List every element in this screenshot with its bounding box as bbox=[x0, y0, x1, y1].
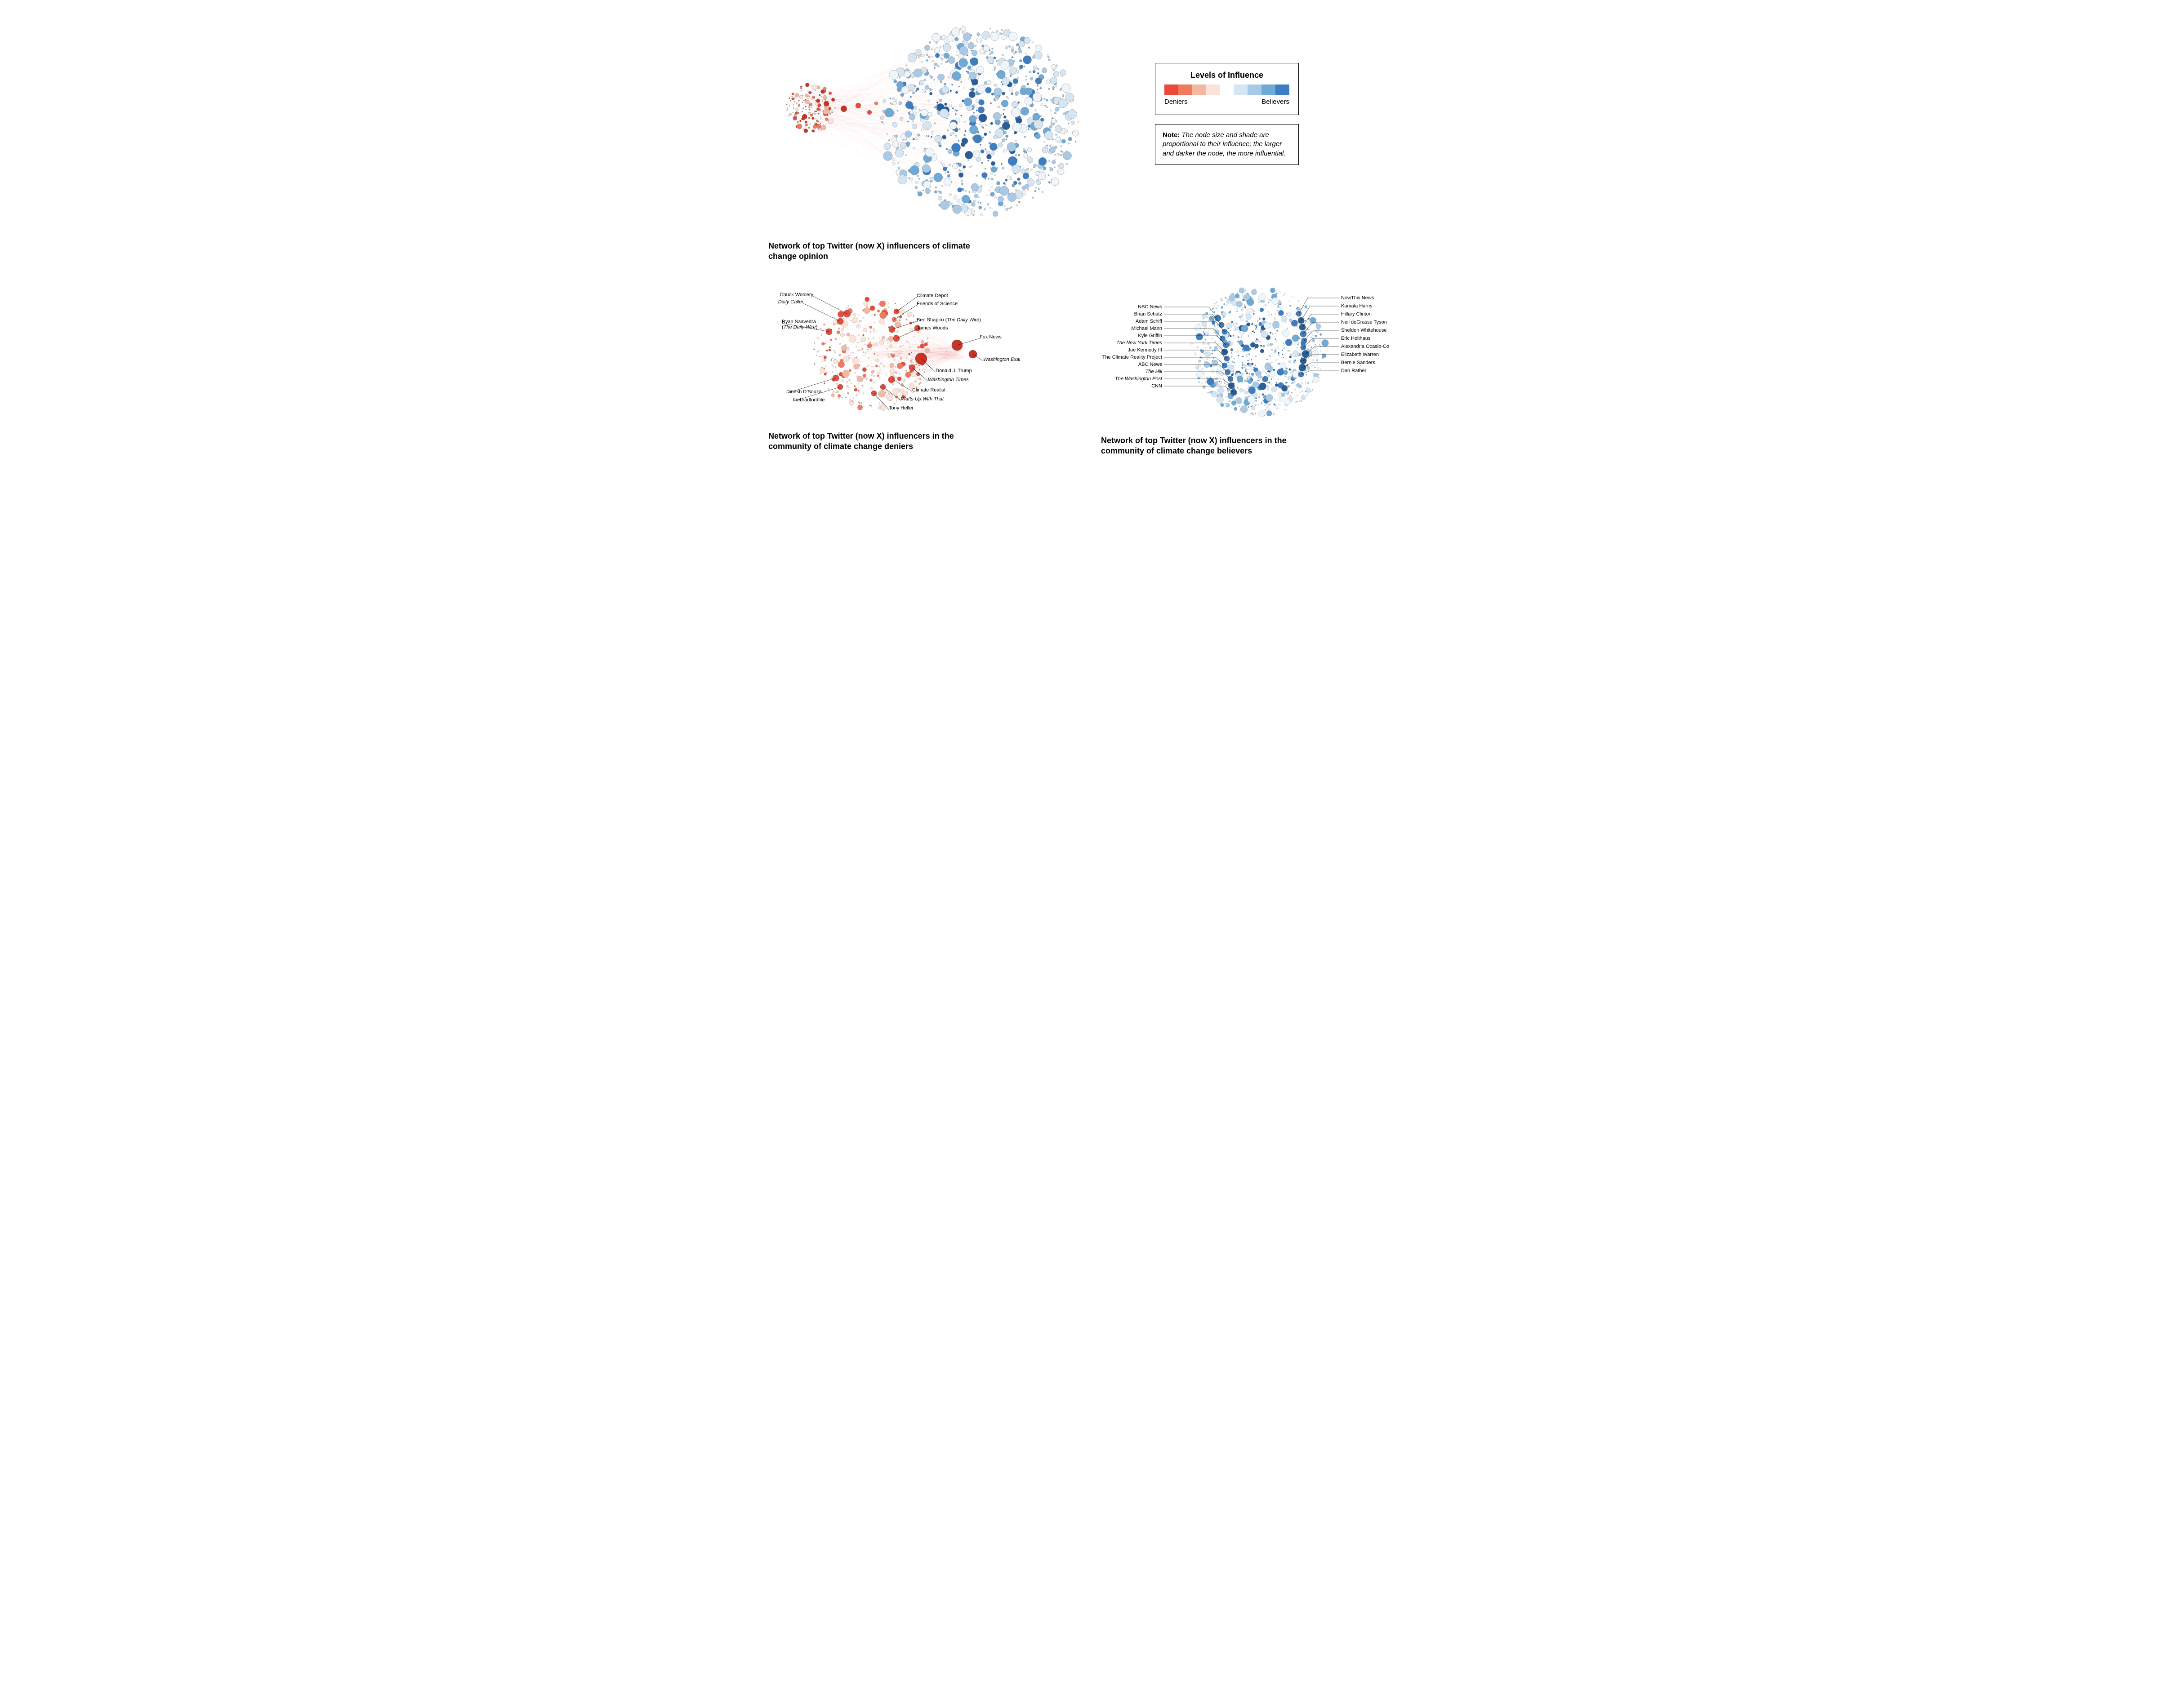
svg-text:Fox News: Fox News bbox=[980, 334, 1002, 340]
svg-text:Daily Caller: Daily Caller bbox=[778, 299, 804, 305]
svg-text:Elizabeth Warren: Elizabeth Warren bbox=[1341, 352, 1379, 357]
svg-text:Ryan Saavedra: Ryan Saavedra bbox=[782, 319, 816, 324]
svg-text:Alexandria Ocasio-Cortez: Alexandria Ocasio-Cortez bbox=[1341, 344, 1389, 349]
note-text: The node size and shade are proportional… bbox=[1163, 131, 1286, 157]
main-caption: Network of top Twitter (now X) influence… bbox=[768, 241, 993, 262]
svg-text:The Climate Reality Project: The Climate Reality Project bbox=[1102, 355, 1162, 360]
svg-text:Washington Times: Washington Times bbox=[928, 377, 969, 382]
main-network-panel: Network of top Twitter (now X) influence… bbox=[768, 18, 1110, 262]
deniers-panel: Chuck WooleryDaily Caller Ryan Saavedra(T… bbox=[768, 280, 1083, 457]
legend-gradient bbox=[1164, 84, 1289, 95]
svg-text:Kamala Harris: Kamala Harris bbox=[1341, 303, 1373, 309]
svg-text:Sheldon Whitehouse: Sheldon Whitehouse bbox=[1341, 328, 1387, 333]
svg-text:Adam Schiff: Adam Schiff bbox=[1136, 319, 1163, 324]
svg-text:The Hill: The Hill bbox=[1145, 369, 1163, 374]
legend-box: Levels of Influence Deniers Believers bbox=[1155, 63, 1299, 115]
bottom-row: Chuck WooleryDaily Caller Ryan Saavedra(T… bbox=[768, 280, 1416, 457]
svg-text:Chuck Woolery: Chuck Woolery bbox=[780, 292, 814, 298]
svg-text:Watts Up With That: Watts Up With That bbox=[901, 396, 944, 402]
svg-text:Climate Depot: Climate Depot bbox=[917, 293, 948, 298]
note-box: Note: The node size and shade are propor… bbox=[1155, 124, 1299, 165]
svg-text:Eric Holthaus: Eric Holthaus bbox=[1341, 336, 1371, 341]
svg-text:ABC News: ABC News bbox=[1138, 362, 1163, 367]
svg-text:Tony Heller: Tony Heller bbox=[889, 405, 914, 411]
svg-text:Dinesh D'Souza: Dinesh D'Souza bbox=[786, 389, 822, 395]
svg-text:Kyle Griffin: Kyle Griffin bbox=[1138, 333, 1162, 338]
svg-text:Friends of Science: Friends of Science bbox=[917, 301, 958, 307]
believers-panel: NBC NewsBrian Schatz Adam Schiff Michael M… bbox=[1101, 280, 1416, 457]
svg-text:The New York Times: The New York Times bbox=[1116, 340, 1162, 346]
page-container: Network of top Twitter (now X) influence… bbox=[768, 18, 1416, 457]
legend-title: Levels of Influence bbox=[1164, 71, 1289, 80]
svg-text:(The Daily Wire): (The Daily Wire) bbox=[782, 324, 817, 330]
svg-text:Brian Schatz: Brian Schatz bbox=[1134, 311, 1162, 317]
legend-right-label: Believers bbox=[1261, 98, 1289, 106]
believers-caption: Network of top Twitter (now X) influence… bbox=[1101, 436, 1326, 457]
svg-text:Donald J. Trump: Donald J. Trump bbox=[936, 368, 972, 373]
deniers-caption: Network of top Twitter (now X) influence… bbox=[768, 431, 993, 452]
svg-text:Washington Examiner: Washington Examiner bbox=[983, 357, 1020, 362]
side-panel: Levels of Influence Deniers Believers No… bbox=[1155, 63, 1299, 165]
svg-text:The Washington Post: The Washington Post bbox=[1115, 376, 1163, 382]
svg-text:NowThis News: NowThis News bbox=[1341, 295, 1374, 301]
svg-text:Ben Shapiro (The Daily Wire): Ben Shapiro (The Daily Wire) bbox=[917, 317, 981, 323]
note-label: Note: bbox=[1163, 131, 1180, 139]
svg-text:Joe Kennedy III: Joe Kennedy III bbox=[1128, 347, 1162, 353]
svg-text:Hillary Clinton: Hillary Clinton bbox=[1341, 311, 1372, 317]
deniers-network-svg: Chuck WooleryDaily Caller Ryan Saavedra(T… bbox=[768, 280, 1020, 424]
svg-text:James Woods: James Woods bbox=[917, 325, 948, 331]
svg-text:Climate Realist: Climate Realist bbox=[912, 387, 945, 393]
svg-text:Neil deGrasse Tyson: Neil deGrasse Tyson bbox=[1341, 320, 1387, 325]
svg-text:Dan Rather: Dan Rather bbox=[1341, 368, 1367, 373]
believers-network-svg: NBC NewsBrian Schatz Adam Schiff Michael M… bbox=[1101, 280, 1389, 428]
legend-left-label: Deniers bbox=[1164, 98, 1188, 106]
main-network-svg bbox=[768, 18, 1110, 234]
svg-text:Michael Mann: Michael Mann bbox=[1132, 326, 1162, 331]
svg-text:Bernie Sanders: Bernie Sanders bbox=[1341, 360, 1375, 365]
top-row: Network of top Twitter (now X) influence… bbox=[768, 18, 1416, 262]
svg-text:thebradfordfile: thebradfordfile bbox=[793, 397, 825, 403]
svg-text:NBC News: NBC News bbox=[1138, 304, 1162, 310]
svg-text:CNN: CNN bbox=[1151, 383, 1162, 389]
legend-labels: Deniers Believers bbox=[1164, 98, 1289, 106]
